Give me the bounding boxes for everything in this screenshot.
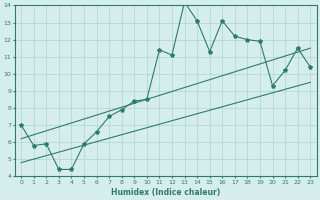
X-axis label: Humidex (Indice chaleur): Humidex (Indice chaleur) bbox=[111, 188, 220, 197]
